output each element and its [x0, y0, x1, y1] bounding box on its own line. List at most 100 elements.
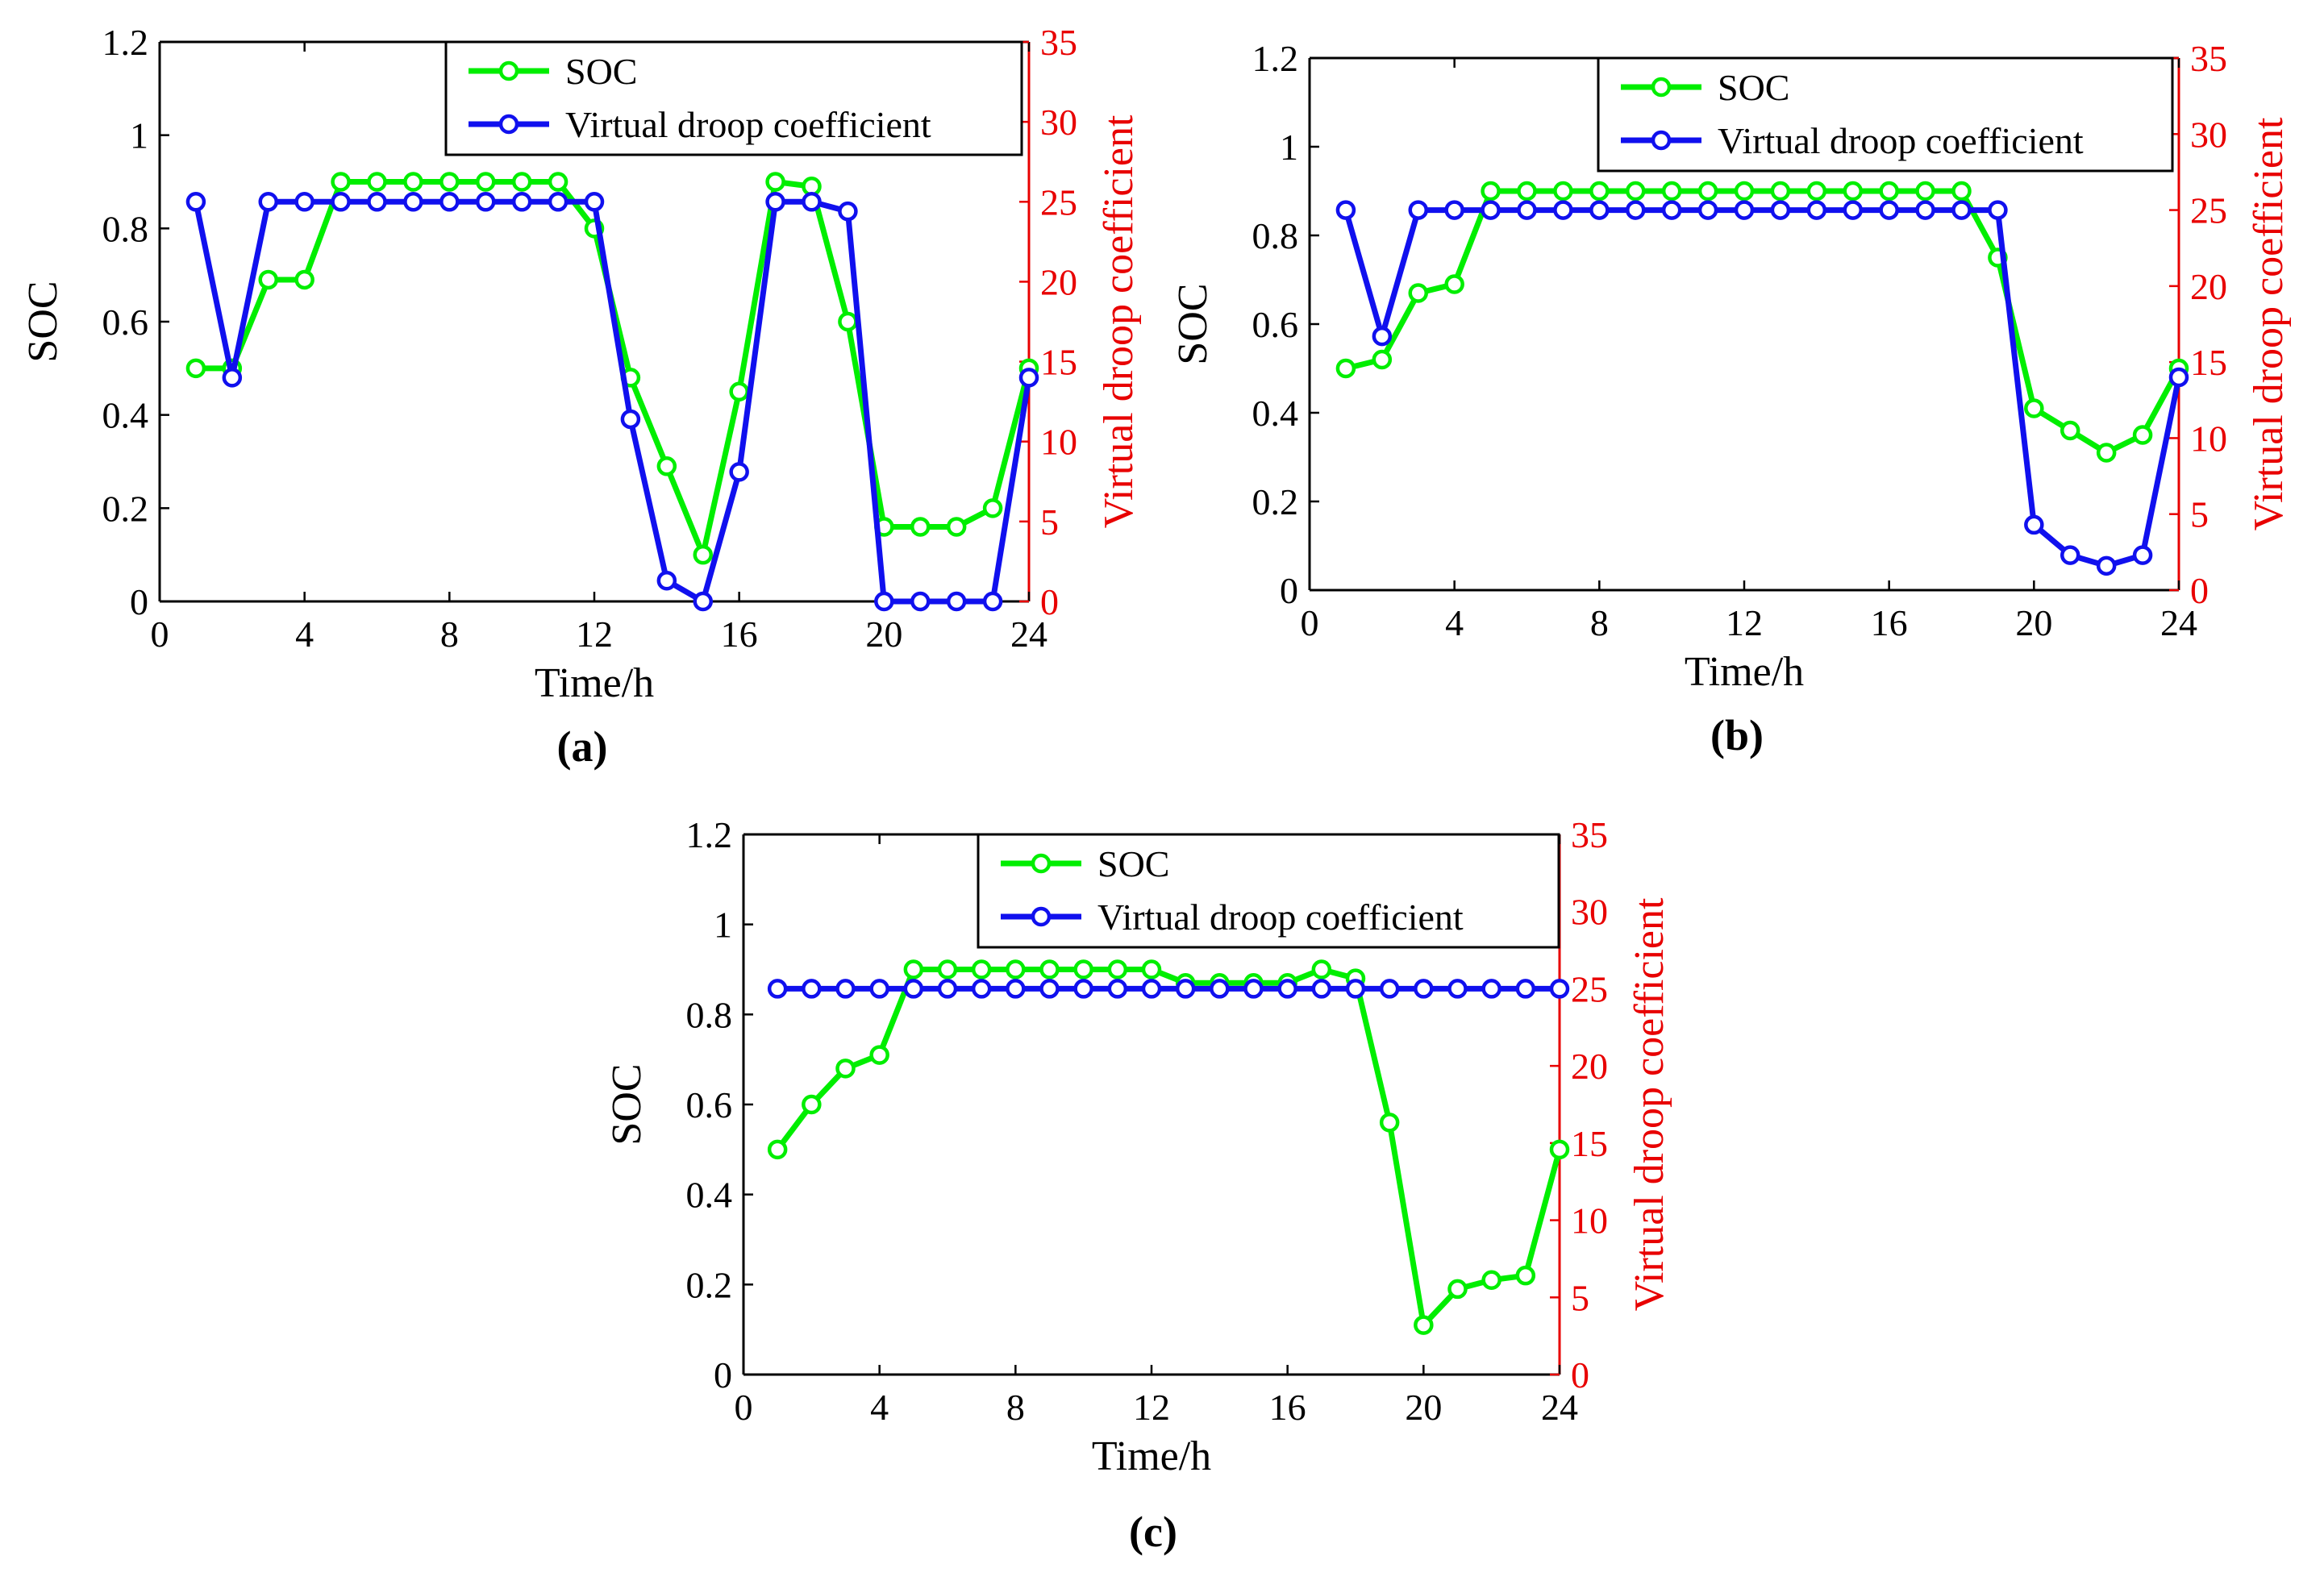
- data-point-soc: [656, 456, 677, 476]
- data-point-soc: [476, 172, 496, 192]
- data-point-droop: [1039, 979, 1060, 999]
- y-left-tick-label: 0.2: [686, 1264, 733, 1305]
- data-point-droop: [2024, 514, 2044, 535]
- data-point-droop: [1879, 200, 1899, 220]
- data-point-droop: [729, 462, 749, 482]
- legend: SOC Virtual droop coefficient: [977, 833, 1560, 949]
- series-line-droop: [193, 198, 1032, 605]
- x-tick-label: 20: [2015, 602, 2052, 643]
- data-point-droop: [620, 409, 641, 430]
- y-right-tick-label: 20: [1571, 1046, 1608, 1087]
- data-point-soc: [971, 959, 992, 980]
- x-tick-label: 4: [870, 1387, 889, 1428]
- y-left-tick-label: 0.4: [102, 395, 149, 436]
- y-right-axis-title: Virtual droop coefficient: [2246, 117, 2292, 530]
- y-right-tick-label: 10: [1040, 422, 1077, 463]
- data-point-soc: [1073, 959, 1093, 980]
- data-point-soc: [439, 172, 460, 192]
- data-point-soc: [2096, 443, 2117, 463]
- data-point-droop: [185, 192, 206, 212]
- y-left-axis-title: SOC: [604, 1063, 650, 1145]
- x-tick-label: 16: [721, 614, 758, 655]
- data-point-droop: [1553, 200, 1573, 220]
- y-left-tick-label: 1: [714, 905, 732, 946]
- y-left-tick-label: 0.6: [1252, 304, 1299, 345]
- data-point-droop: [1626, 200, 1646, 220]
- x-tick-label: 16: [1871, 602, 1908, 643]
- data-point-soc: [1006, 959, 1026, 980]
- y-right-tick-label: 30: [2190, 114, 2227, 155]
- y-left-tick-label: 1.2: [686, 814, 733, 855]
- data-point-droop: [1018, 368, 1039, 388]
- y-right-tick-label: 35: [2190, 38, 2227, 79]
- data-point-droop: [1141, 979, 1162, 999]
- data-point-soc: [1515, 1265, 1536, 1286]
- panel-label: (a): [557, 722, 608, 771]
- y-right-tick-label: 0: [2190, 570, 2209, 611]
- data-point-droop: [1107, 979, 1128, 999]
- data-point-soc: [1414, 1315, 1434, 1335]
- data-point-droop: [1345, 979, 1366, 999]
- y-right-tick-label: 30: [1571, 892, 1608, 933]
- data-point-droop: [1447, 979, 1468, 999]
- data-point-droop: [802, 979, 822, 999]
- data-point-droop: [1414, 979, 1434, 999]
- data-point-soc: [1379, 1113, 1400, 1133]
- data-point-droop: [1481, 979, 1501, 999]
- legend: SOC Virtual droop coefficient: [444, 40, 1023, 156]
- data-point-droop: [693, 591, 713, 612]
- legend-box: [444, 40, 1023, 156]
- x-tick-label: 20: [1405, 1387, 1442, 1428]
- data-point-droop: [656, 570, 677, 591]
- y-right-tick-label: 10: [2190, 418, 2227, 459]
- data-point-soc: [1444, 274, 1464, 294]
- data-point-droop: [548, 192, 569, 212]
- data-point-droop: [1006, 979, 1026, 999]
- data-point-droop: [1444, 200, 1464, 220]
- data-point-soc: [1141, 959, 1162, 980]
- y-right-tick-label: 0: [1040, 581, 1059, 622]
- y-right-tick-label: 20: [1040, 261, 1077, 302]
- data-point-droop: [403, 192, 423, 212]
- legend: SOC Virtual droop coefficient: [1597, 56, 2174, 173]
- y-right-tick-label: 15: [2190, 342, 2227, 383]
- x-tick-label: 4: [295, 614, 314, 655]
- data-point-soc: [835, 1059, 856, 1079]
- chart-panel-c: 0 4 8 12 16 20 2400.20.40.60.811.2051015202530…: [604, 814, 1672, 1556]
- data-point-droop: [1210, 979, 1230, 999]
- x-tick-label: 20: [865, 614, 902, 655]
- x-tick-label: 24: [1541, 1387, 1578, 1428]
- data-point-soc: [1843, 181, 1863, 202]
- x-tick-label: 8: [1590, 602, 1609, 643]
- data-point-soc: [1335, 358, 1356, 379]
- data-point-soc: [1697, 181, 1718, 202]
- data-point-droop: [838, 201, 858, 222]
- y-right-tick-label: 5: [1571, 1277, 1589, 1318]
- data-point-droop: [1372, 326, 1393, 347]
- data-point-droop: [1549, 979, 1570, 999]
- data-point-droop: [439, 192, 460, 212]
- y-right-axis-title: Virtual droop coefficient: [1626, 897, 1672, 1311]
- y-left-tick-label: 1: [130, 115, 148, 156]
- x-tick-label: 4: [1445, 602, 1464, 643]
- y-right-tick-label: 10: [1571, 1200, 1608, 1242]
- data-point-droop: [476, 192, 496, 212]
- data-point-droop: [2168, 367, 2189, 388]
- x-tick-label: 0: [735, 1387, 753, 1428]
- data-point-soc: [982, 498, 1003, 518]
- data-point-droop: [1517, 200, 1537, 220]
- y-left-tick-label: 1.2: [1252, 38, 1299, 79]
- legend-swatch-marker: [498, 60, 519, 81]
- data-point-droop: [903, 979, 924, 999]
- data-point-droop: [874, 591, 894, 612]
- y-left-axis-title: SOC: [20, 281, 66, 362]
- data-point-soc: [1107, 959, 1128, 980]
- y-left-axis-title: SOC: [1170, 283, 1216, 364]
- data-point-droop: [1175, 979, 1196, 999]
- data-point-droop: [835, 979, 856, 999]
- data-point-soc: [1915, 181, 1935, 202]
- data-point-soc: [1661, 181, 1682, 202]
- y-left-tick-label: 0.6: [686, 1084, 733, 1125]
- panel-label: (c): [1129, 1508, 1177, 1556]
